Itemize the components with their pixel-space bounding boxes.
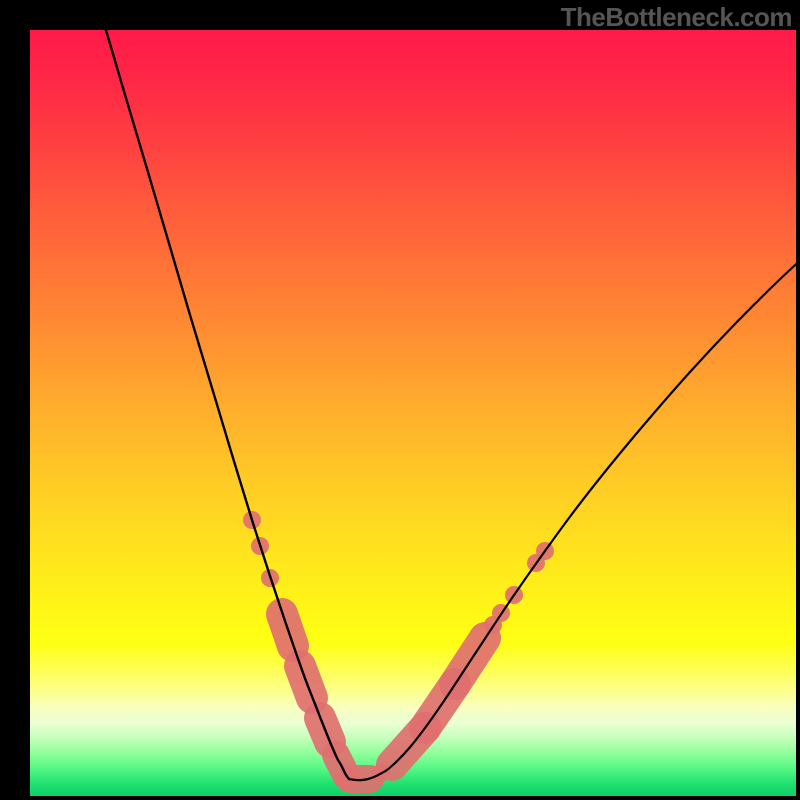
chart-overlay [30, 30, 796, 796]
curve-right-branch [349, 256, 800, 780]
frame-left [0, 0, 30, 800]
scatter-points [243, 511, 554, 782]
watermark-text: TheBottleneck.com [561, 2, 792, 33]
frame-right [796, 0, 800, 800]
frame-bottom [0, 796, 800, 800]
